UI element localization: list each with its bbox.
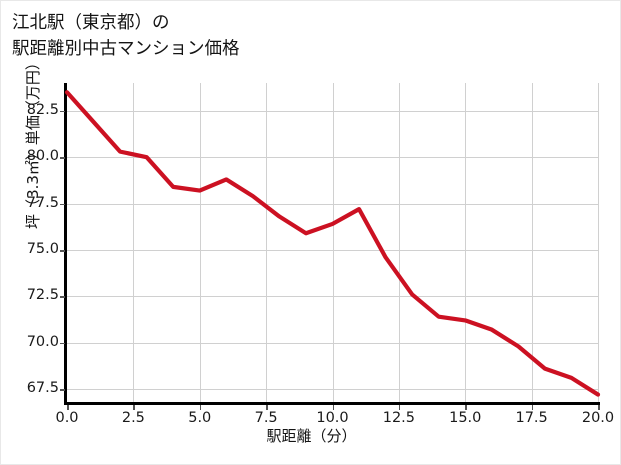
price-line-path [64,90,601,397]
gridline-vertical [465,83,467,402]
x-tick-mark [332,405,335,410]
x-tick-label: 15.0 [449,410,482,426]
y-tick-label: 75.0 [26,240,59,257]
y-axis-title-wrapper: 坪（3.3㎡）単価（万円） [22,1,44,287]
x-tick-mark [67,405,69,410]
gridline-vertical [266,83,268,402]
x-tick-label: 10.0 [316,410,349,426]
y-axis-title: 坪（3.3㎡）単価（万円） [24,55,42,229]
x-tick-label: 0.0 [55,410,79,426]
y-tick-label: 70.0 [26,333,59,350]
gridline-vertical [332,83,334,402]
y-tick-label: 80.0 [26,148,59,165]
y-tick-mark [60,296,65,298]
y-tick-mark [60,342,65,345]
x-tick-mark [465,405,467,410]
y-tick-mark [60,157,65,159]
y-tick-mark [60,389,65,391]
price-line-series [64,90,601,397]
y-tick-mark [60,203,65,206]
page-title: 江北駅（東京都）の 駅距離別中古マンション価格 [12,13,240,59]
x-tick-mark [199,405,202,410]
x-tick-label: 7.5 [254,410,278,426]
gridline-vertical [598,83,599,402]
x-tick-mark [531,405,534,410]
gridline-vertical [133,83,135,402]
x-tick-label: 2.5 [121,410,145,426]
x-axis-title: 駅距離（分） [266,427,357,445]
y-tick-mark [60,249,65,252]
y-tick-label: 82.5 [26,101,59,118]
gridline-vertical [531,83,533,402]
x-tick-mark [266,405,268,410]
gridline-vertical [199,83,201,402]
plot-area [64,83,601,402]
x-tick-mark [398,405,401,410]
x-tick-mark [133,405,135,410]
gridline-vertical [398,83,400,402]
x-tick-label: 12.5 [382,410,416,426]
y-axis-spine [64,83,67,405]
x-tick-label: 20.0 [581,410,615,426]
y-tick-label: 72.5 [26,287,59,304]
y-tick-label: 67.5 [26,380,59,397]
x-tick-label: 5.0 [188,410,212,426]
y-tick-label: 77.5 [26,194,59,211]
x-tick-label: 17.5 [515,410,548,426]
x-axis-spine [64,402,600,405]
x-tick-mark [598,405,600,410]
y-tick-mark [60,110,65,113]
